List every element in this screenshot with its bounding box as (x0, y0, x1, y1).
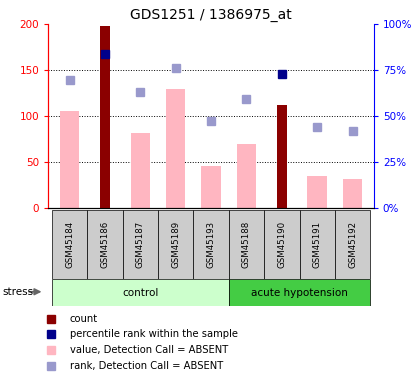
Bar (229, 279, 370, 306)
Bar (100, 26, 110, 208)
Bar (123, 210, 158, 279)
Text: GSM45187: GSM45187 (136, 221, 145, 268)
Text: GSM45193: GSM45193 (207, 221, 215, 268)
Text: GSM45189: GSM45189 (171, 221, 180, 268)
Bar (131, 133, 150, 208)
Bar (52, 279, 229, 306)
Bar (87, 210, 123, 279)
Bar (299, 210, 335, 279)
Bar (193, 210, 229, 279)
Bar (229, 210, 264, 279)
Bar (60, 111, 79, 208)
Bar (335, 210, 370, 279)
Text: acute hypotension: acute hypotension (251, 288, 348, 297)
Bar (158, 210, 193, 279)
Bar (276, 105, 287, 208)
Bar (166, 89, 185, 208)
Text: rank, Detection Call = ABSENT: rank, Detection Call = ABSENT (70, 361, 223, 371)
Bar (264, 210, 299, 279)
Text: control: control (122, 288, 158, 297)
Text: GSM45188: GSM45188 (242, 221, 251, 268)
Text: GSM45190: GSM45190 (277, 221, 286, 268)
Text: count: count (70, 314, 98, 324)
Title: GDS1251 / 1386975_at: GDS1251 / 1386975_at (130, 8, 292, 22)
Bar (237, 144, 256, 208)
Text: percentile rank within the sample: percentile rank within the sample (70, 329, 238, 339)
Text: GSM45192: GSM45192 (348, 221, 357, 268)
Text: value, Detection Call = ABSENT: value, Detection Call = ABSENT (70, 345, 228, 355)
Text: GSM45186: GSM45186 (100, 221, 109, 268)
Bar (343, 179, 362, 208)
Bar (307, 176, 327, 208)
Bar (52, 210, 87, 279)
Bar (201, 166, 221, 208)
Text: GSM45191: GSM45191 (313, 221, 322, 268)
Text: stress: stress (2, 287, 33, 297)
Text: GSM45184: GSM45184 (65, 221, 74, 268)
